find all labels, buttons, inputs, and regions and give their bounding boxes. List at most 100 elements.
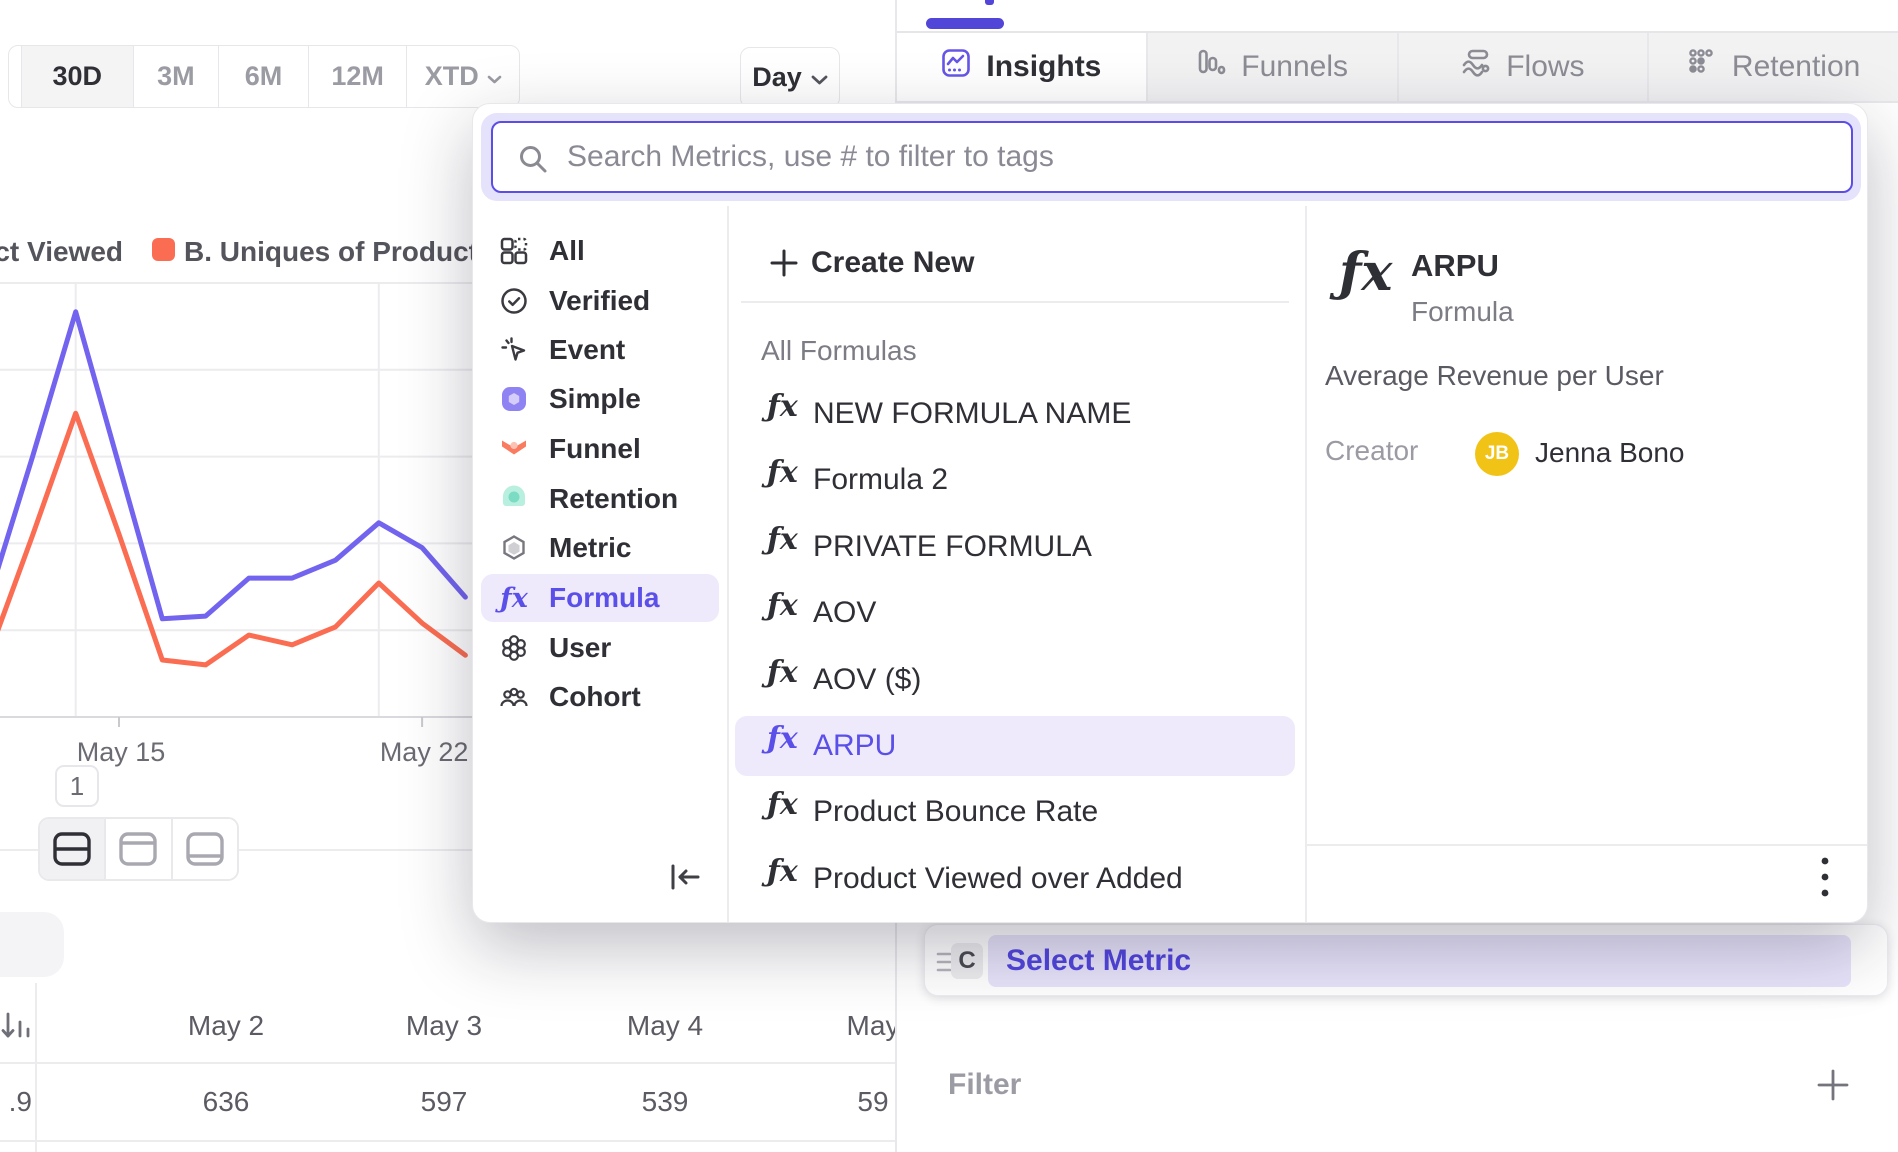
table-header-cell[interactable]: May 3 (405, 1010, 483, 1041)
category-label: User (549, 632, 612, 663)
formula-item-formula-2[interactable]: ƒx Formula 2 (735, 450, 1295, 510)
tab-label: Flows (1506, 50, 1585, 83)
category-verified[interactable]: Verified (481, 277, 719, 325)
formula-item-label: ARPU (813, 729, 897, 762)
formula-fx-icon: ƒx (767, 455, 798, 490)
time-range-label: 12M (331, 61, 384, 91)
formula-item-label: PRIVATE FORMULA (813, 530, 1092, 563)
formula-item-new-formula-name[interactable]: ƒx NEW FORMULA NAME (735, 384, 1295, 444)
layout-split-button[interactable] (40, 819, 107, 879)
layout-bottom-button[interactable] (172, 819, 237, 879)
formula-item-private-formula[interactable]: ƒx PRIVATE FORMULA (735, 517, 1295, 577)
page-number[interactable]: 1 (55, 765, 99, 807)
formula-fx-icon: ƒx (767, 389, 798, 424)
formula-item-aov[interactable]: ƒx AOV (735, 583, 1295, 643)
metric-detail-type: Formula (1411, 296, 1514, 327)
chevron-down-icon (811, 62, 828, 93)
granularity-dropdown[interactable]: Day (740, 47, 840, 108)
creator-name: Jenna Bono (1535, 437, 1685, 468)
creator-label: Creator (1325, 435, 1419, 466)
retention-icon (499, 484, 529, 514)
drag-handle-icon[interactable] (936, 949, 952, 980)
collapse-sidebar-button[interactable] (665, 860, 705, 896)
category-retention[interactable]: Retention (481, 475, 719, 523)
time-range-partial-cell[interactable] (9, 46, 22, 107)
formula-item-label: AOV ($) (813, 663, 922, 696)
formula-item-label: AOV (813, 596, 877, 629)
select-metric-button[interactable]: Select Metric (988, 935, 1851, 987)
metric-picker-modal: All Verified Event Simple Funnel Retention Met… (472, 103, 1868, 923)
category-label: Metric (549, 532, 632, 563)
table-value-cell: 636 (202, 1086, 250, 1117)
tab-flows[interactable]: Flows (1399, 33, 1650, 101)
more-options-button[interactable] (1805, 852, 1845, 908)
table-header-cell[interactable]: May (846, 1010, 900, 1041)
formula-item-product-bounce-rate[interactable]: ƒx Product Bounce Rate (735, 782, 1295, 842)
search-icon (517, 143, 549, 180)
insights-chart-icon (941, 48, 971, 86)
legend-series-a-label[interactable]: duct Viewed (0, 236, 123, 267)
time-range-12m[interactable]: 12M (309, 46, 408, 107)
table-header-cell[interactable]: May 4 (626, 1010, 704, 1041)
formula-item-product-viewed-over-added[interactable]: ƒx Product Viewed over Added (735, 849, 1295, 909)
table-header-cell[interactable]: May 2 (187, 1010, 265, 1041)
tab-funnels[interactable]: Funnels (1148, 33, 1399, 101)
category-label: Formula (549, 582, 660, 613)
formula-item-arpu[interactable]: ƒx ARPU (735, 716, 1295, 776)
tab-insights[interactable]: Insights (897, 33, 1148, 101)
tab-retention[interactable]: Retention (1649, 33, 1898, 101)
svg-text:May 22: May 22 (380, 737, 469, 767)
formula-item-aov-[interactable]: ƒx AOV ($) (735, 650, 1295, 710)
active-tab-indicator (926, 18, 1004, 29)
verified-badge-icon (499, 286, 529, 316)
tab-label: Retention (1731, 50, 1861, 83)
table-value-cell: 59 (857, 1086, 889, 1117)
report-type-tabs: Insights Funnels Flows Retention (897, 31, 1898, 103)
metric-slot-letter: C (951, 943, 983, 979)
chevron-down-icon (487, 61, 502, 92)
formula-item-label: Formula 2 (813, 463, 949, 496)
time-range-30d[interactable]: 30D (21, 46, 134, 107)
divider (1306, 844, 1867, 846)
accent-dot (985, 0, 994, 5)
category-label: All (549, 235, 585, 266)
flows-icon (1461, 48, 1491, 86)
category-formula[interactable]: ƒx Formula (481, 574, 719, 622)
create-new-button[interactable]: Create New (741, 240, 1281, 286)
time-range-6m[interactable]: 6M (219, 46, 309, 107)
layout-top-button[interactable] (106, 819, 173, 879)
table-column-divider (35, 983, 37, 1152)
category-all[interactable]: All (481, 227, 719, 275)
create-new-label: Create New (811, 246, 975, 279)
search-input[interactable] (565, 127, 1835, 187)
search-field (491, 121, 1853, 193)
sort-icon[interactable] (0, 1006, 38, 1051)
formula-fx-icon: ƒx (767, 854, 798, 889)
time-range-xtd[interactable]: XTD (407, 46, 519, 107)
category-event[interactable]: Event (481, 326, 719, 374)
add-filter-button[interactable] (1814, 1066, 1852, 1109)
category-funnel[interactable]: Funnel (481, 425, 719, 473)
formula-fx-icon: ƒx (767, 655, 798, 690)
category-simple[interactable]: Simple (481, 375, 719, 423)
user-cluster-icon (499, 633, 529, 663)
clipped-left-chip (0, 912, 64, 977)
divider (741, 301, 1289, 303)
category-metric[interactable]: Metric (481, 524, 719, 572)
grid-icon (499, 236, 529, 266)
time-range-3m[interactable]: 3M (134, 46, 220, 107)
metric-hexagon-icon (499, 533, 529, 563)
column-divider (1305, 206, 1307, 922)
category-label: Event (549, 334, 626, 365)
simple-icon (499, 384, 529, 414)
category-cohort[interactable]: Cohort (481, 673, 719, 721)
panel-header-strip (897, 0, 1898, 31)
formulas-section-title: All Formulas (761, 335, 917, 366)
formula-item-label: Product Viewed over Added (813, 862, 1183, 895)
granularity-label: Day (752, 62, 802, 92)
metric-row-card: C Select Metric (924, 924, 1888, 996)
category-user[interactable]: User (481, 624, 719, 672)
funnels-bars-icon (1196, 48, 1226, 86)
table-cell-partial: .9 (8, 1086, 32, 1117)
